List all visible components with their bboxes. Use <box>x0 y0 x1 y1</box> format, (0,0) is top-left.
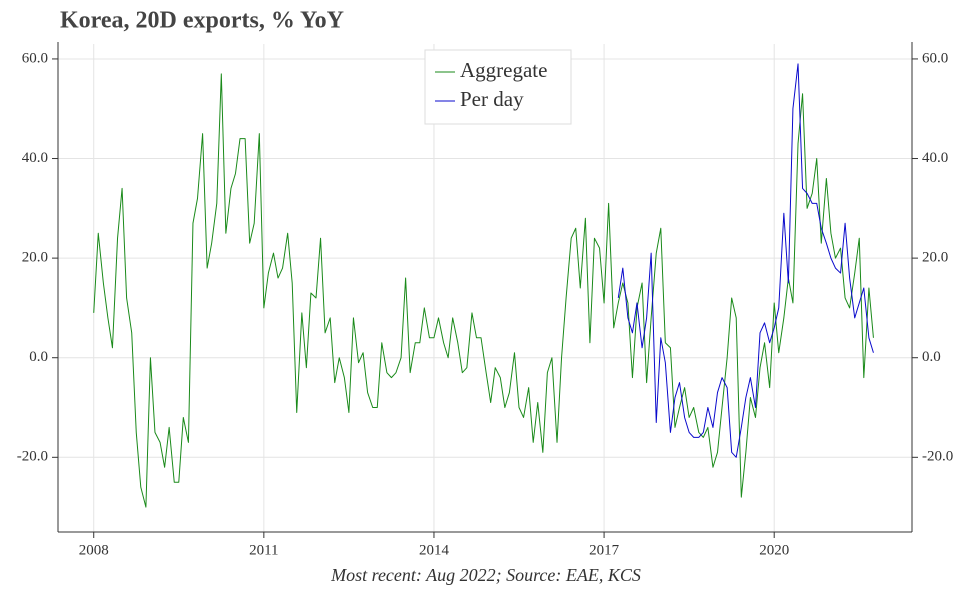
x-tick-label: 2017 <box>589 542 620 558</box>
y-tick-label: 0.0 <box>29 349 48 365</box>
y2-tick-label: -20.0 <box>922 449 953 465</box>
legend-label: Per day <box>460 87 524 111</box>
series-line <box>93 73 874 508</box>
legend-label: Aggregate <box>460 58 547 82</box>
x-tick-label: 2020 <box>759 542 789 558</box>
legend-box <box>424 49 572 125</box>
chart-title: Korea, 20D exports, % YoY <box>60 8 344 34</box>
x-tick-label: 2014 <box>419 542 450 558</box>
x-tick-label: 2011 <box>249 542 278 558</box>
y-tick-label: -20.0 <box>17 449 48 465</box>
caption: Most recent: Aug 2022; Source: EAE, KCS <box>330 565 641 585</box>
y-tick-label: 40.0 <box>22 150 48 166</box>
y2-tick-label: 60.0 <box>922 50 948 66</box>
y2-tick-label: 40.0 <box>922 150 948 166</box>
y-tick-label: 60.0 <box>22 50 48 66</box>
y-tick-label: 20.0 <box>22 250 48 266</box>
y2-tick-label: 0.0 <box>922 349 941 365</box>
x-tick-label: 2008 <box>79 542 109 558</box>
series-line <box>617 63 874 458</box>
legend: Aggregate Per day <box>424 49 572 125</box>
y2-tick-label: 20.0 <box>922 250 948 266</box>
